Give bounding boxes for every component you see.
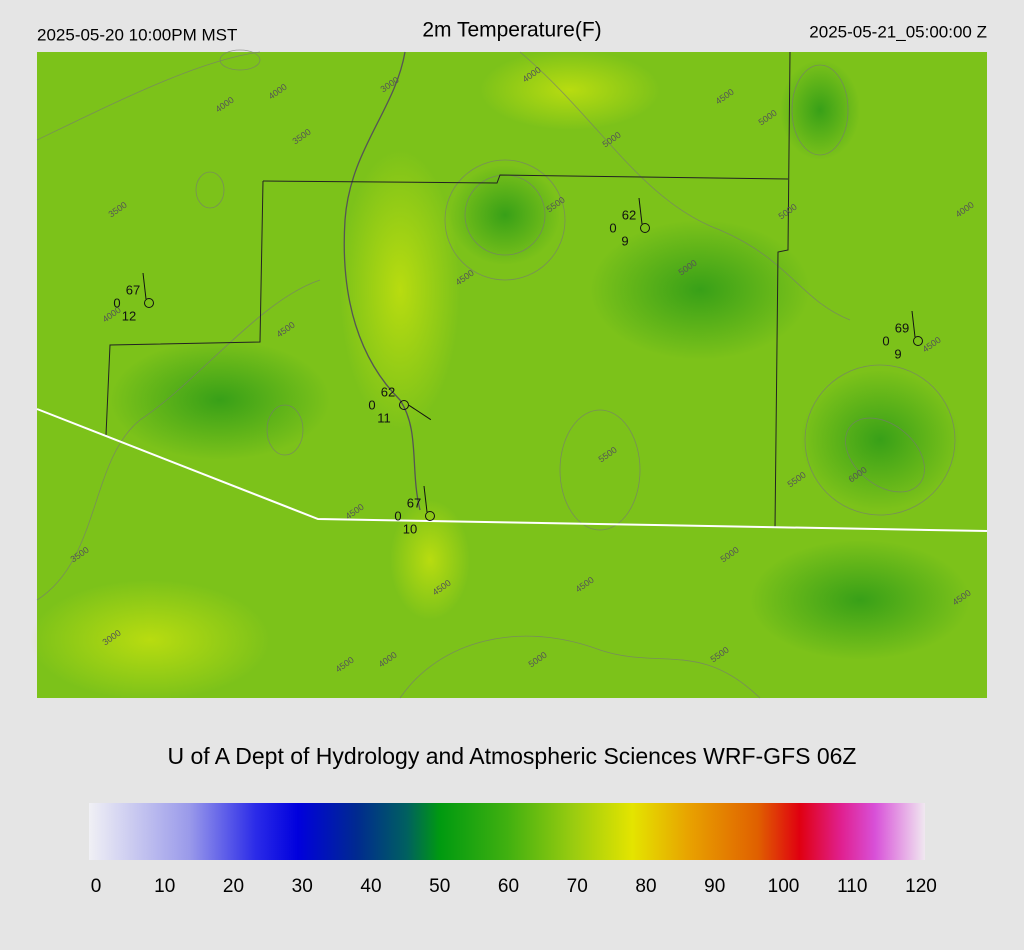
valid-utc-time: 2025-05-21_05:00:00 Z [809, 22, 987, 41]
station-dewpoint: 0 [368, 397, 375, 412]
terrain-shade [340, 150, 460, 430]
wind-barb [638, 197, 643, 225]
colorbar-tick-label: 70 [567, 876, 588, 897]
station-circle [913, 336, 923, 346]
station-wind: 12 [122, 308, 136, 323]
wind-barb [408, 404, 432, 421]
colorbar-tick-label: 110 [837, 876, 867, 897]
boundaries [105, 51, 791, 529]
terrain-shade [110, 340, 330, 460]
station-temp: 62 [622, 207, 636, 222]
station-temp: 62 [381, 384, 395, 399]
colorbar-ticks: 0 10 20 30 40 50 60 70 80 90 100 110 120 [91, 876, 937, 897]
station-dewpoint: 0 [113, 295, 120, 310]
station-circle [425, 511, 435, 521]
terrain-shade [780, 60, 860, 160]
colorbar-tick-label: 60 [498, 876, 519, 897]
colorbar-tick-label: 0 [91, 876, 102, 897]
station-circle [399, 400, 409, 410]
valid-local-time: 2025-05-20 10:00PM MST [37, 25, 237, 44]
station-circle [640, 223, 650, 233]
station-wind: 11 [377, 410, 391, 425]
station-wind: 10 [403, 521, 417, 536]
border-line [36, 408, 988, 532]
colorbar-tick-label: 50 [429, 876, 450, 897]
terrain-shade [450, 165, 560, 265]
station-dewpoint: 0 [882, 333, 889, 348]
station-temp: 69 [895, 320, 909, 335]
station-temp: 67 [126, 282, 140, 297]
terrain-shade [750, 540, 970, 660]
colorbar-tick-label: 120 [905, 876, 937, 897]
terrain-shade [480, 50, 660, 130]
station-temp: 67 [407, 495, 421, 510]
colorbar-tick-label: 40 [360, 876, 381, 897]
terrain-shade [800, 370, 960, 510]
wind-barb [911, 310, 916, 338]
credit: U of A Dept of Hydrology and Atmospheric… [167, 743, 856, 769]
colorbar-tick-label: 100 [768, 876, 800, 897]
terrain-shade [590, 220, 810, 360]
colorbar-tick-label: 80 [635, 876, 656, 897]
station-wind: 9 [621, 233, 628, 248]
colorbar-tick-label: 90 [704, 876, 725, 897]
map-title: 2m Temperature(F) [422, 19, 601, 42]
map: 4000400035003500300040004500500050005500… [30, 49, 988, 700]
river [343, 51, 421, 511]
terrain-shade [30, 580, 270, 700]
terrain-shade [390, 500, 470, 620]
station-dewpoint: 0 [394, 508, 401, 523]
colorbar [89, 803, 925, 860]
colorbar-tick-label: 20 [223, 876, 244, 897]
wind-barb [423, 485, 428, 513]
contours [36, 49, 956, 699]
wind-barb [142, 272, 147, 300]
station-dewpoint: 0 [609, 220, 616, 235]
station-circle [144, 298, 154, 308]
station-wind: 9 [894, 346, 901, 361]
colorbar-tick-label: 10 [154, 876, 175, 897]
colorbar-tick-label: 30 [292, 876, 313, 897]
